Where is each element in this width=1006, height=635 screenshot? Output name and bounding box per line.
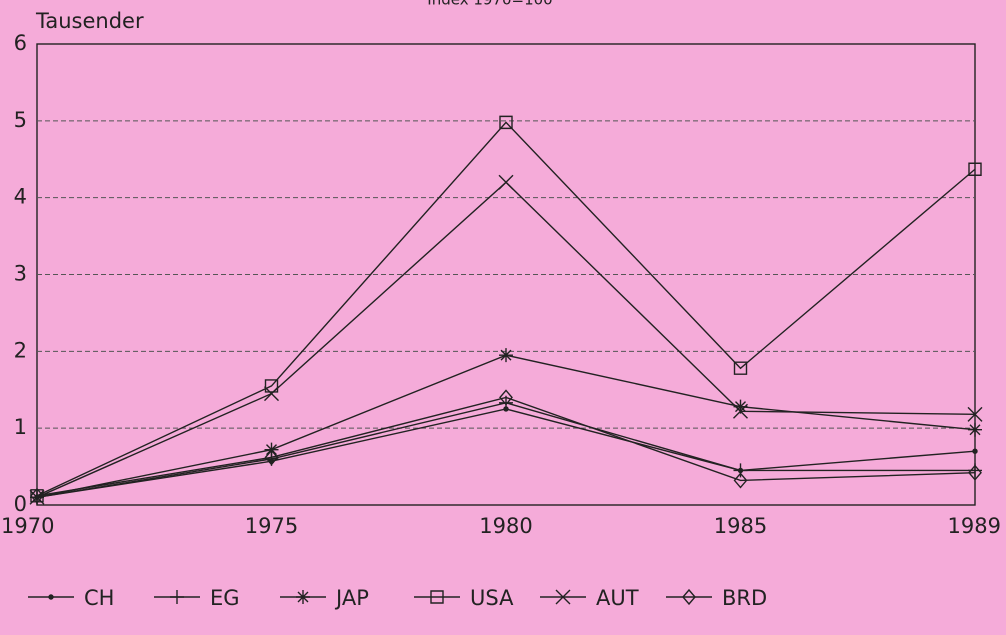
marker — [499, 348, 513, 363]
marker — [968, 464, 982, 481]
legend-label: BRD — [722, 586, 767, 610]
marker — [733, 399, 748, 414]
x-tick-label: 1975 — [245, 514, 298, 538]
series-line — [36, 402, 975, 499]
y-tick-label: 2 — [14, 338, 27, 362]
x-tick-label: 1989 — [948, 514, 1001, 538]
y-tick-label: 4 — [14, 185, 27, 209]
marker — [555, 589, 571, 605]
marker — [972, 448, 978, 454]
marker — [48, 594, 54, 600]
marker — [967, 406, 983, 422]
marker — [170, 590, 184, 604]
marker — [30, 489, 44, 503]
series-line — [36, 408, 976, 499]
legend-label: AUT — [596, 586, 639, 610]
x-tick-label: 1970 — [1, 514, 54, 538]
marker — [30, 487, 44, 504]
legend-label: USA — [470, 586, 514, 610]
legend-label: JAP — [334, 586, 369, 610]
marker — [968, 162, 982, 176]
marker — [264, 386, 279, 402]
series-line — [36, 396, 976, 497]
y-tick-label: 6 — [14, 31, 27, 55]
marker — [733, 361, 748, 375]
y-tick-label: 0 — [14, 492, 27, 516]
marker — [264, 449, 279, 466]
y-tick-label: 5 — [14, 108, 27, 132]
x-tick-label: 1985 — [714, 514, 767, 538]
marker — [430, 590, 444, 604]
marker — [499, 389, 513, 406]
series-line — [36, 121, 976, 497]
series-line — [36, 181, 976, 498]
marker — [682, 588, 696, 606]
y-tick-label: 3 — [14, 262, 27, 286]
marker — [29, 489, 45, 505]
marker — [499, 115, 513, 130]
marker — [733, 403, 748, 419]
x-tick-label: 1980 — [479, 514, 532, 538]
marker — [733, 463, 748, 478]
chart-title: Index 1970=100 — [427, 0, 552, 9]
legend-label: CH — [84, 586, 114, 610]
marker — [498, 174, 514, 190]
marker — [733, 472, 748, 489]
y-tick-label: 1 — [14, 415, 27, 439]
legend-label: EG — [210, 586, 240, 610]
marker — [296, 590, 310, 604]
marker — [968, 422, 982, 437]
y-axis-label: Tausender — [35, 9, 144, 33]
